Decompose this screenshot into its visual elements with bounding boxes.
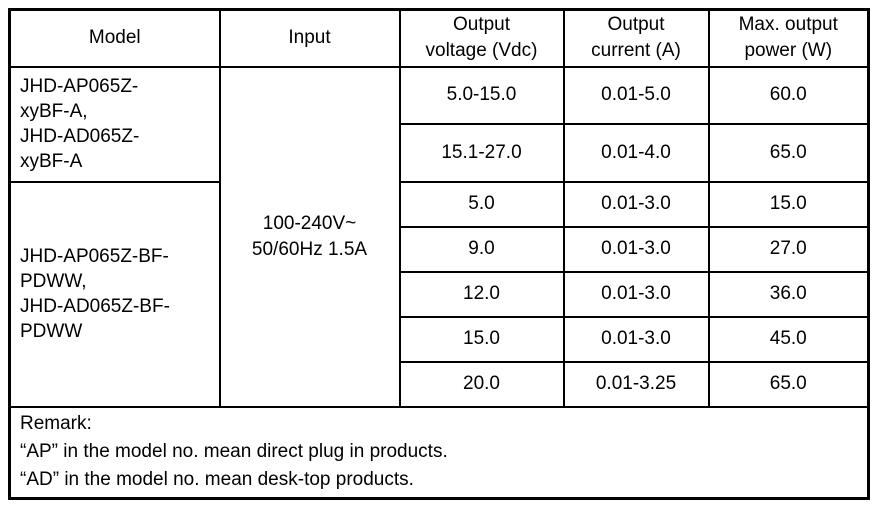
table-row: 9.0 0.01-3.0 27.0 [10, 225, 870, 273]
voltage-cell: 5.0-15.0 [398, 65, 565, 125]
col-header-output-current-line2: current (A) [591, 40, 681, 62]
col-header-max-power-line2: power (W) [744, 40, 833, 62]
model-group-a-line4: xyBF-A [20, 151, 83, 172]
table-row: JHD-AP065Z-BF- PDWW, JHD-AD065Z-BF- PDWW… [8, 180, 870, 408]
power-cell: 45.0 [707, 315, 870, 363]
voltage-cell: 12.0 [398, 270, 565, 318]
remark-title: Remark: [20, 413, 92, 435]
spec-table: Model Input Output voltage (Vdc) Output … [8, 8, 870, 500]
voltage-cell: 20.0 [398, 360, 565, 408]
table-row: 15.1-27.0 0.01-4.0 65.0 [10, 122, 870, 183]
model-group-b-line3: JHD-AD065Z-BF- [20, 296, 170, 317]
col-header-model-label: Model [88, 27, 141, 49]
current-cell: 0.01-5.0 [562, 65, 710, 125]
col-header-model: Model [8, 8, 221, 68]
model-group-b-cell: JHD-AP065Z-BF- PDWW, JHD-AD065Z-BF- PDWW [8, 180, 221, 408]
current-cell: 0.01-3.25 [562, 360, 710, 408]
remark-row: Remark: “AP” in the model no. mean direc… [8, 405, 870, 500]
col-header-max-power: Max. output power (W) [707, 8, 870, 68]
col-header-output-current: Output current (A) [562, 8, 710, 68]
remark-cell: Remark: “AP” in the model no. mean direc… [8, 405, 870, 500]
model-group-a-cell: JHD-AP065Z- xyBF-A, JHD-AD065Z- xyBF-A [8, 65, 221, 183]
col-header-input: Input [218, 8, 401, 68]
model-group-a-line2: xyBF-A, [20, 101, 88, 122]
remark-line-ap: “AP” in the model no. mean direct plug i… [20, 441, 448, 463]
table-row: 20.0 0.01-3.25 65.0 [10, 360, 870, 408]
col-header-output-voltage: Output voltage (Vdc) [398, 8, 565, 68]
voltage-cell: 15.0 [398, 315, 565, 363]
power-cell: 15.0 [707, 180, 870, 228]
input-line2: 50/60Hz 1.5A [251, 238, 368, 260]
voltage-cell: 9.0 [398, 225, 565, 273]
voltage-cell: 5.0 [398, 180, 565, 228]
model-group-b-line4: PDWW [20, 321, 83, 342]
current-cell: 0.01-3.0 [562, 315, 710, 363]
remark-line-ad: “AD” in the model no. mean desk-top prod… [20, 469, 414, 491]
current-cell: 0.01-3.0 [562, 225, 710, 273]
header-row: Model Input Output voltage (Vdc) Output … [8, 8, 870, 68]
col-header-output-voltage-line1: Output [452, 14, 511, 36]
power-cell: 65.0 [707, 360, 870, 408]
col-header-input-label: Input [288, 27, 331, 49]
table-row: 15.0 0.01-3.0 45.0 [10, 315, 870, 363]
input-cell: 100-240V~ 50/60Hz 1.5A [218, 65, 401, 408]
power-cell: 27.0 [707, 225, 870, 273]
input-line1: 100-240V~ [262, 212, 357, 234]
col-header-output-voltage-line2: voltage (Vdc) [425, 40, 538, 62]
power-cell: 60.0 [707, 65, 870, 125]
table-row: 12.0 0.01-3.0 36.0 [10, 270, 870, 318]
model-group-b-line2: PDWW, [20, 271, 87, 292]
model-group-a-line1: JHD-AP065Z- [20, 76, 139, 97]
model-group-a-line3: JHD-AD065Z- [20, 126, 140, 147]
current-cell: 0.01-3.0 [562, 270, 710, 318]
current-cell: 0.01-3.0 [562, 180, 710, 228]
col-header-max-power-line1: Max. output [738, 14, 838, 36]
table-row: JHD-AP065Z- xyBF-A, JHD-AD065Z- xyBF-A 1… [8, 65, 870, 408]
power-cell: 65.0 [707, 122, 870, 183]
model-group-b-line1: JHD-AP065Z-BF- [20, 246, 169, 267]
current-cell: 0.01-4.0 [562, 122, 710, 183]
voltage-cell: 15.1-27.0 [398, 122, 565, 183]
power-cell: 36.0 [707, 270, 870, 318]
col-header-output-current-line1: Output [607, 14, 665, 36]
